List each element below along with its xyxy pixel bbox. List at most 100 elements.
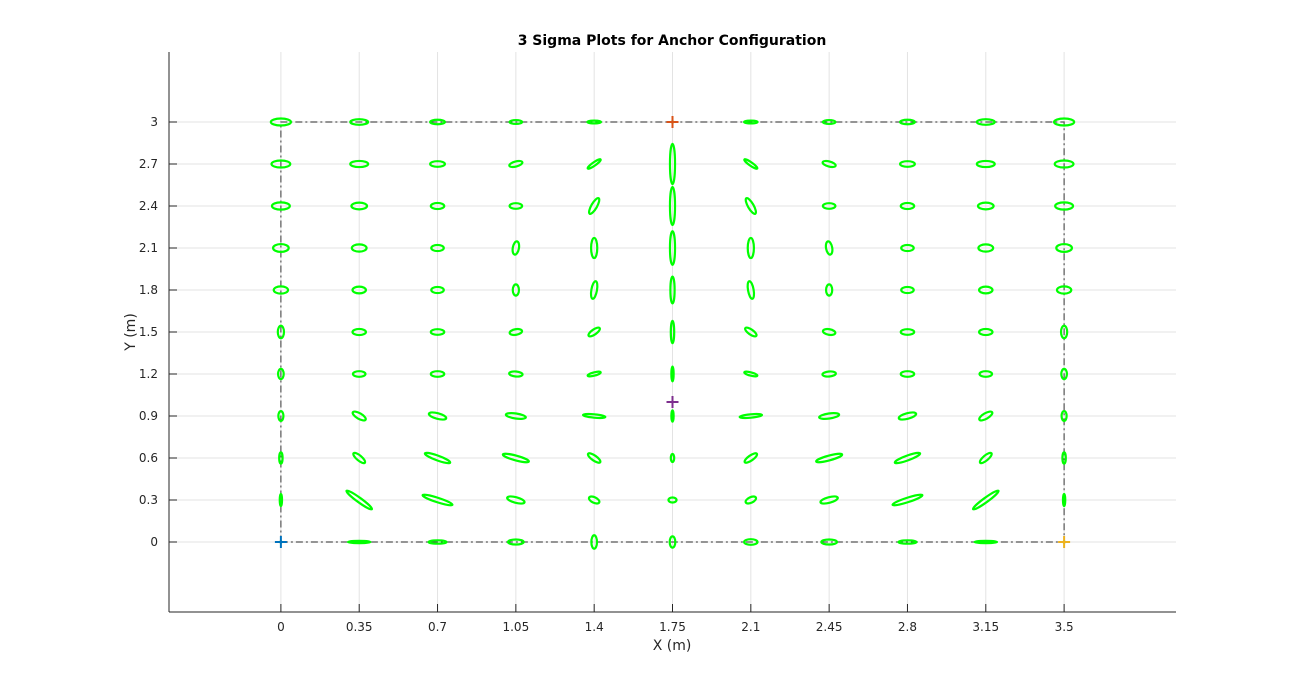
sigma-ellipse <box>971 489 1000 511</box>
anchor-marker <box>1058 536 1071 548</box>
sigma-ellipse <box>351 327 368 337</box>
y-tick-label: 2.1 <box>139 241 158 255</box>
sigma-ellipse <box>589 280 599 300</box>
sigma-ellipse <box>668 535 677 549</box>
sigma-ellipse <box>899 201 916 211</box>
sigma-ellipse <box>1054 201 1075 211</box>
y-tick-label: 0.9 <box>139 409 158 423</box>
sigma-ellipse <box>819 495 839 505</box>
x-tick-label: 3.15 <box>972 620 999 634</box>
sigma-ellipse <box>278 492 284 508</box>
sigma-ellipse <box>746 236 756 260</box>
x-tick-label: 0 <box>277 620 285 634</box>
sigma-ellipse <box>744 197 758 215</box>
sigma-ellipse <box>668 185 677 227</box>
x-tick-label: 2.1 <box>741 620 760 634</box>
sigma-ellipse <box>421 493 454 507</box>
sigma-ellipse <box>818 412 841 420</box>
sigma-ellipse <box>743 370 759 378</box>
sigma-ellipse <box>501 452 530 464</box>
sigma-ellipse <box>352 451 367 465</box>
sigma-ellipse <box>276 367 285 381</box>
sigma-ellipse <box>815 452 844 464</box>
sigma-ellipse <box>511 283 521 297</box>
sigma-ellipse <box>272 285 290 295</box>
sigma-ellipse <box>429 160 447 168</box>
sigma-ellipse <box>429 370 446 378</box>
sigma-ellipse <box>824 283 834 297</box>
sigma-ellipse <box>1052 117 1076 127</box>
sigma-ellipse <box>899 328 916 336</box>
sigma-ellipse <box>821 370 837 378</box>
x-tick-label: 2.8 <box>898 620 917 634</box>
x-tick-label: 0.35 <box>346 620 373 634</box>
chart-title: 3 Sigma Plots for Anchor Configuration <box>518 33 827 49</box>
sigma-ellipse <box>1061 492 1067 508</box>
y-tick-label: 2.4 <box>139 199 158 213</box>
sigma-ellipse <box>668 142 677 186</box>
x-tick-label: 1.05 <box>502 620 529 634</box>
sigma-ellipse <box>668 230 677 266</box>
sigma-ellipse <box>586 370 602 378</box>
anchor-marker <box>666 116 679 128</box>
sigma-ellipse <box>824 240 834 256</box>
sigma-ellipse <box>276 324 286 340</box>
y-tick-label: 0.6 <box>139 451 158 465</box>
sigma-ellipse <box>978 410 994 422</box>
x-tick-label: 3.5 <box>1055 620 1074 634</box>
sigma-ellipse <box>743 119 759 125</box>
sigma-ellipse <box>898 118 916 126</box>
sigma-ellipse <box>427 411 448 421</box>
y-tick-label: 1.5 <box>139 325 158 339</box>
sigma-ellipse <box>977 243 995 253</box>
sigma-ellipse <box>581 412 607 420</box>
sigma-ellipse <box>821 118 837 126</box>
sigma-ellipse <box>821 327 837 337</box>
sigma-ellipse <box>897 411 918 421</box>
y-tick-label: 3 <box>150 115 158 129</box>
sigma-ellipse <box>586 119 602 125</box>
sigma-ellipse <box>744 326 758 338</box>
sigma-ellipse <box>429 201 446 211</box>
sigma-ellipse <box>508 370 524 378</box>
sigma-ellipse <box>504 412 527 420</box>
x-tick-label: 1.4 <box>585 620 604 634</box>
sigma-ellipse <box>349 118 370 126</box>
sigma-ellipse <box>429 118 447 126</box>
sigma-ellipse <box>508 118 524 126</box>
sigma-ellipse <box>511 240 521 256</box>
sigma-ellipse <box>667 496 678 504</box>
sigma-ellipse <box>670 409 675 423</box>
sigma-ellipse <box>821 202 837 210</box>
y-tick-label: 0.3 <box>139 493 158 507</box>
sigma-ellipse <box>589 236 599 260</box>
sigma-ellipse <box>978 370 994 378</box>
sigma-ellipse <box>430 285 445 295</box>
sigma-ellipse <box>430 243 445 253</box>
sigma-ellipse <box>897 539 918 545</box>
sigma-ellipse <box>350 243 368 253</box>
y-tick-label: 0 <box>150 535 158 549</box>
anchor-boundary <box>280 121 1065 543</box>
grid-lines <box>169 52 1176 612</box>
y-tick-label: 1.8 <box>139 283 158 297</box>
sigma-ellipse <box>1060 367 1069 381</box>
sigma-ellipse <box>669 319 676 345</box>
sigma-ellipse <box>900 243 915 253</box>
sigma-ellipse <box>1055 285 1073 295</box>
sigma-ellipse <box>1061 451 1067 465</box>
sigma-ellipse <box>508 327 524 337</box>
sigma-ellipse <box>590 534 599 550</box>
anchor-marker <box>666 396 679 408</box>
sigma-ellipse <box>270 201 291 211</box>
sigma-ellipse <box>1060 409 1068 423</box>
sigma-ellipse <box>429 328 446 336</box>
sigma-ellipse <box>506 538 525 546</box>
sigma-ellipse <box>743 538 759 546</box>
sigma-ellipse <box>899 370 916 378</box>
sigma-ellipse <box>586 158 602 170</box>
sigma-ellipse <box>427 539 448 545</box>
sigma-ellipse <box>1059 324 1069 340</box>
sigma-ellipse <box>349 159 370 169</box>
